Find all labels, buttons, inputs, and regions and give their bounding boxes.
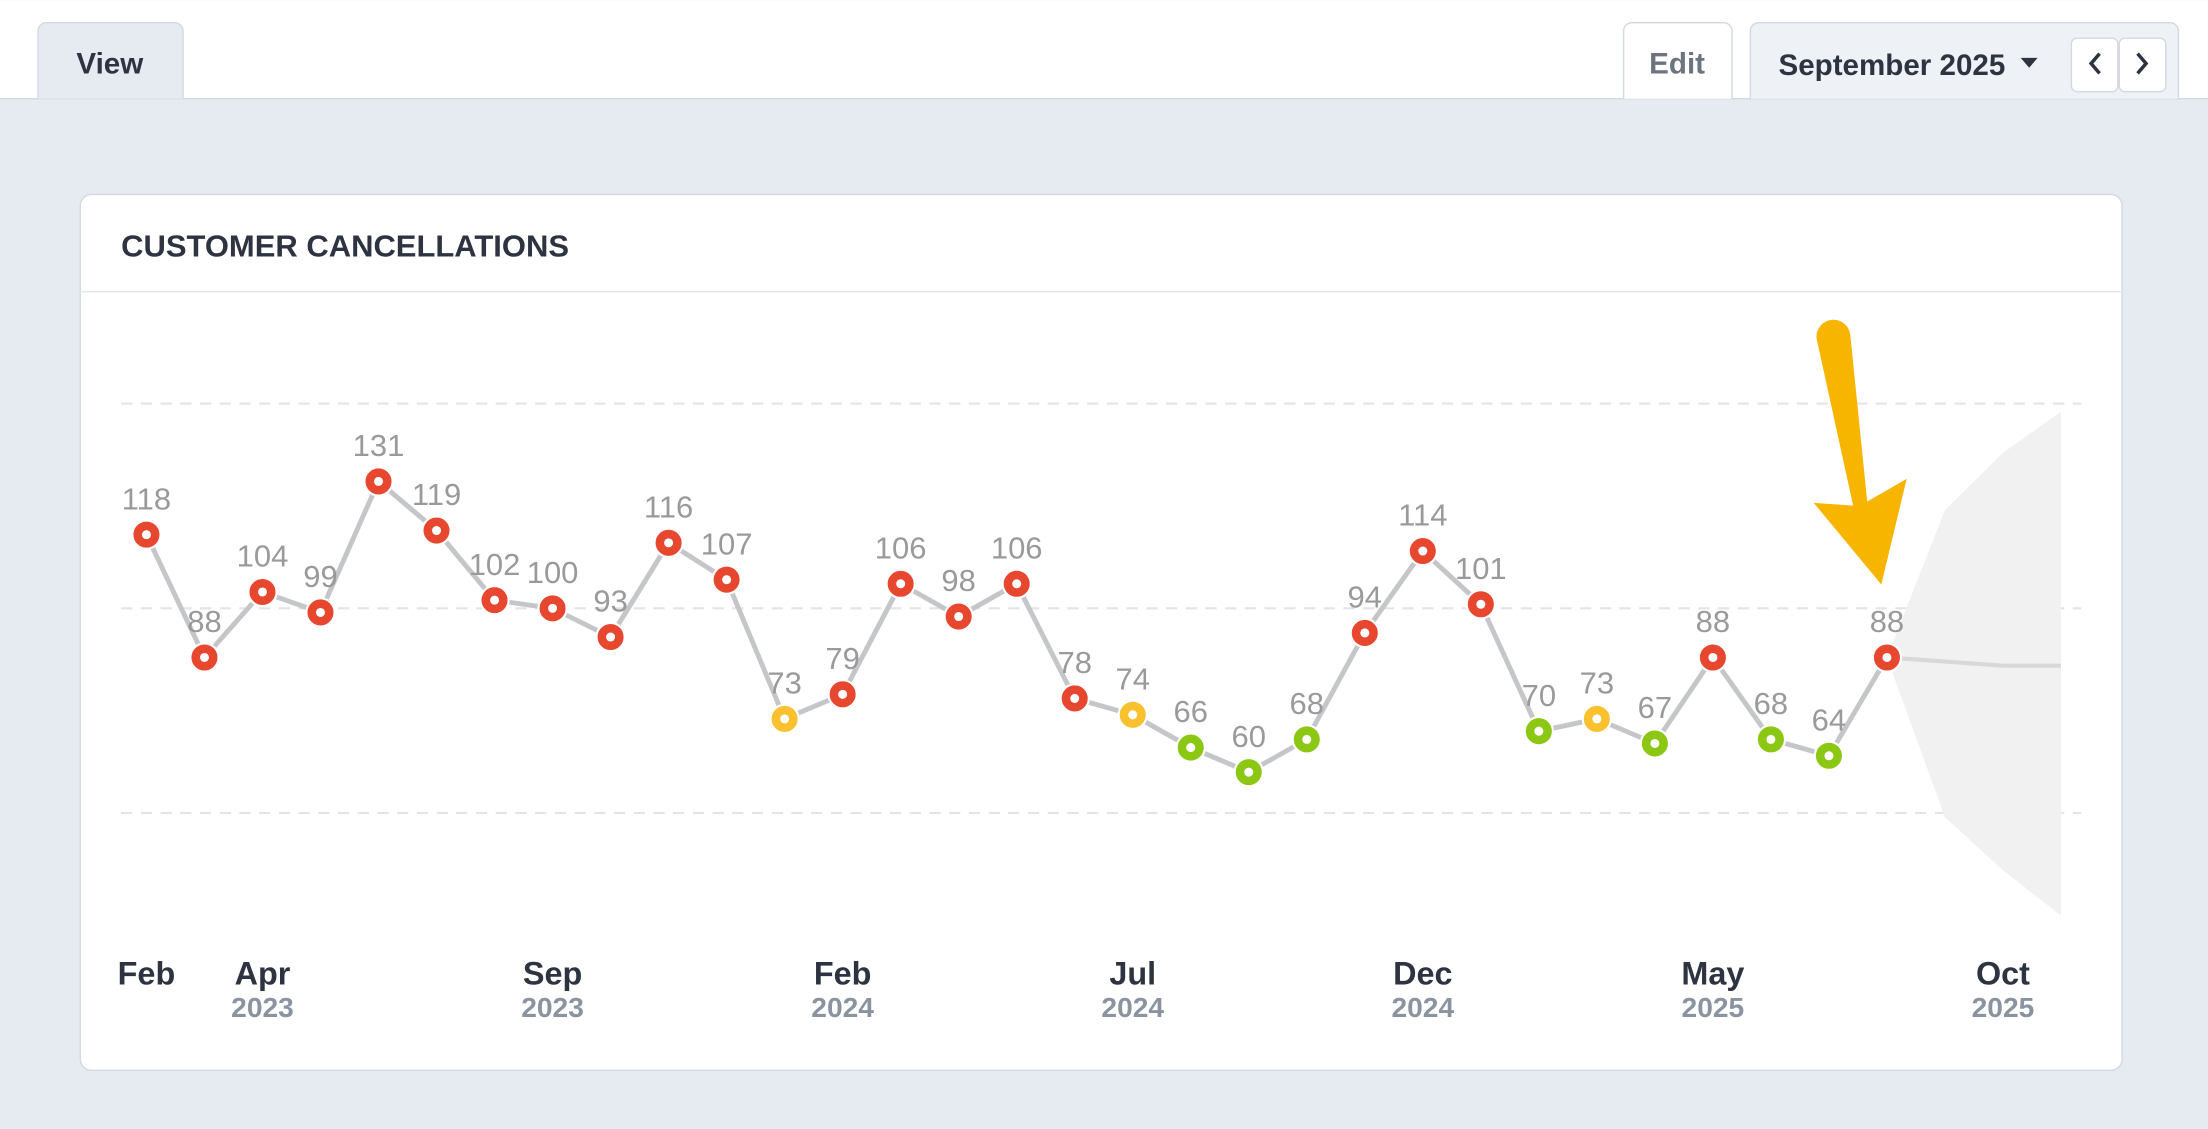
data-label: 106 — [875, 530, 927, 565]
x-tick-label: Oct — [1976, 955, 2030, 991]
point-center — [954, 612, 964, 622]
x-tick-year: 2023 — [231, 992, 294, 1023]
data-label: 116 — [644, 489, 693, 524]
data-label: 102 — [469, 547, 521, 582]
next-icon[interactable] — [2136, 52, 2149, 75]
point-center — [199, 652, 209, 662]
prev-icon[interactable] — [2088, 52, 2101, 75]
point-center — [1882, 652, 1892, 662]
point-center — [1070, 693, 1080, 703]
data-label: 74 — [1116, 661, 1150, 696]
point-center — [1418, 546, 1428, 556]
point-center — [1824, 751, 1834, 761]
point-center — [257, 587, 267, 597]
point-center — [1650, 738, 1660, 748]
tab-view[interactable] — [37, 21, 184, 99]
data-label: 131 — [353, 428, 405, 463]
data-label: 101 — [1455, 551, 1507, 586]
data-label: 67 — [1638, 690, 1672, 725]
point-center — [896, 579, 906, 589]
x-tick-year: 2024 — [811, 992, 874, 1023]
x-tick-year: 2025 — [1972, 992, 2035, 1023]
data-label: 88 — [1870, 604, 1904, 639]
point-center — [1128, 710, 1138, 720]
data-label: 88 — [187, 604, 221, 639]
point-center — [1244, 767, 1254, 777]
data-label: 118 — [122, 481, 171, 516]
period-label[interactable]: September 2025 — [1779, 49, 2006, 82]
point-center — [1592, 714, 1602, 724]
data-label: 88 — [1696, 604, 1730, 639]
data-label: 104 — [237, 539, 289, 574]
data-label: 94 — [1348, 580, 1382, 615]
data-label: 70 — [1522, 678, 1556, 713]
x-tick-label: Apr — [235, 955, 291, 991]
point-center — [374, 476, 384, 486]
point-center — [780, 714, 790, 724]
x-tick-label: Dec — [1393, 955, 1452, 991]
point-center — [1012, 579, 1022, 589]
data-label: 107 — [701, 526, 753, 561]
point-center — [141, 530, 151, 540]
arrow-annotation — [1813, 319, 1907, 585]
point-center — [1360, 628, 1370, 638]
point-center — [1476, 599, 1486, 609]
point-center — [1708, 652, 1718, 662]
point-center — [548, 603, 558, 613]
tab-view-label[interactable]: View — [76, 47, 144, 80]
data-label: 100 — [527, 555, 579, 590]
forecast-line — [1886, 655, 2061, 668]
data-label: 98 — [941, 563, 975, 598]
data-label: 119 — [412, 477, 461, 512]
dropdown-caret[interactable] — [2020, 57, 2038, 68]
point-center — [1186, 743, 1196, 753]
x-tick-year: 2023 — [521, 992, 584, 1023]
data-label: 78 — [1057, 645, 1091, 680]
data-label: 68 — [1290, 686, 1324, 721]
data-label: 68 — [1754, 686, 1788, 721]
data-label: 73 — [767, 666, 801, 701]
data-label: 64 — [1812, 702, 1846, 737]
card — [79, 193, 2123, 1072]
chart-title: CUSTOMER CANCELLATIONS — [121, 228, 569, 263]
point-center — [722, 575, 732, 585]
point-center — [490, 595, 500, 605]
tab-edit-label[interactable]: Edit — [1649, 47, 1705, 80]
x-tick-label: Feb — [814, 955, 872, 991]
point-center — [315, 607, 326, 617]
x-tick-label: May — [1681, 955, 1744, 991]
x-tick-year: 2024 — [1391, 992, 1454, 1023]
point-center — [1766, 734, 1776, 744]
data-label: 93 — [593, 584, 627, 619]
point-center — [664, 538, 674, 548]
point-center — [432, 526, 442, 536]
point-center — [1302, 734, 1312, 744]
data-label: 60 — [1232, 719, 1266, 754]
x-tick-label: Sep — [523, 955, 582, 991]
data-label: 66 — [1174, 694, 1208, 729]
data-label: 79 — [825, 641, 859, 676]
point-center — [1534, 726, 1544, 736]
x-tick-year: 2025 — [1682, 992, 1745, 1023]
x-tick-label: Feb — [118, 955, 176, 991]
data-label: 73 — [1580, 666, 1614, 701]
point-center — [606, 632, 616, 642]
data-label: 114 — [1398, 498, 1447, 533]
data-label: 99 — [303, 559, 337, 594]
tab-edit[interactable] — [1622, 21, 1733, 99]
data-label: 106 — [991, 530, 1043, 565]
x-tick-label: Jul — [1109, 955, 1156, 991]
point-center — [838, 689, 848, 699]
x-tick-year: 2024 — [1101, 992, 1164, 1023]
